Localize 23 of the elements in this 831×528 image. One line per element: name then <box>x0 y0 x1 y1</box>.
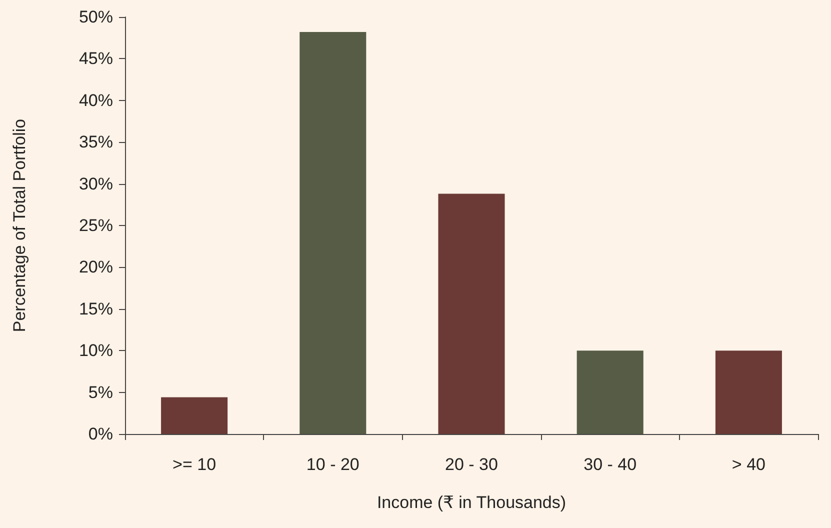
y-tick-label: 45% <box>78 49 113 68</box>
y-tick-label: 5% <box>88 382 113 402</box>
y-tick-label: 15% <box>78 299 113 318</box>
bar <box>715 350 782 434</box>
y-tick-label: 20% <box>78 258 113 277</box>
y-tick-label: 35% <box>78 132 113 152</box>
bar <box>576 350 644 434</box>
y-tick-label: 0% <box>88 424 113 444</box>
y-tick-label: 10% <box>78 341 113 360</box>
y-axis-title: Percentage of Total Portfolio <box>10 118 29 332</box>
y-tick-label: 25% <box>78 216 113 235</box>
x-tick-label: 20 - 30 <box>445 455 498 474</box>
y-tick-label: 50% <box>78 8 113 26</box>
x-tick-label: >= 10 <box>172 455 216 474</box>
bar <box>438 194 505 434</box>
bar <box>300 32 366 434</box>
x-axis-title: Income (₹ in Thousands) <box>376 493 566 512</box>
bar <box>161 397 228 434</box>
y-tick-label: 30% <box>78 174 113 194</box>
x-tick-label: 10 - 20 <box>306 455 360 474</box>
x-tick-label: > 40 <box>732 455 766 474</box>
x-tick-label: 30 - 40 <box>584 455 637 474</box>
y-tick-label: 40% <box>78 90 113 110</box>
